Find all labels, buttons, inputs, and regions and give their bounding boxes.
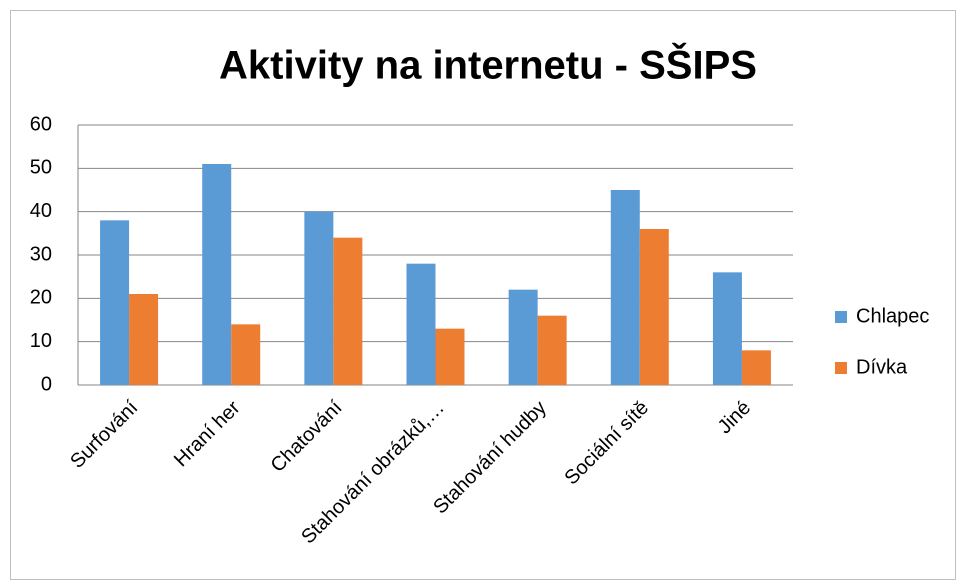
chart-title: Aktivity na internetu - SŠIPS <box>219 42 757 88</box>
y-tick-label: 60 <box>30 113 52 135</box>
bar <box>304 211 334 385</box>
bar <box>508 289 538 385</box>
bar <box>610 190 640 385</box>
chart-frame <box>10 10 956 580</box>
legend-label: Chlapec <box>856 305 929 327</box>
bar <box>406 263 436 385</box>
y-tick-label: 50 <box>30 157 52 179</box>
bar <box>712 272 742 385</box>
bar <box>639 229 669 385</box>
bar <box>202 164 232 385</box>
y-tick-label: 30 <box>30 243 52 265</box>
bar <box>129 294 159 385</box>
bar <box>741 350 771 385</box>
bar <box>231 324 261 385</box>
y-tick-label: 10 <box>30 330 52 352</box>
bar <box>333 237 363 385</box>
bar <box>100 220 130 385</box>
legend-swatch <box>835 311 847 323</box>
legend-label: Dívka <box>856 356 908 378</box>
bar <box>537 315 567 385</box>
legend-swatch <box>835 362 847 374</box>
y-tick-label: 20 <box>30 287 52 309</box>
y-tick-label: 40 <box>30 200 52 222</box>
bar <box>435 328 465 385</box>
y-tick-label: 0 <box>41 373 52 395</box>
